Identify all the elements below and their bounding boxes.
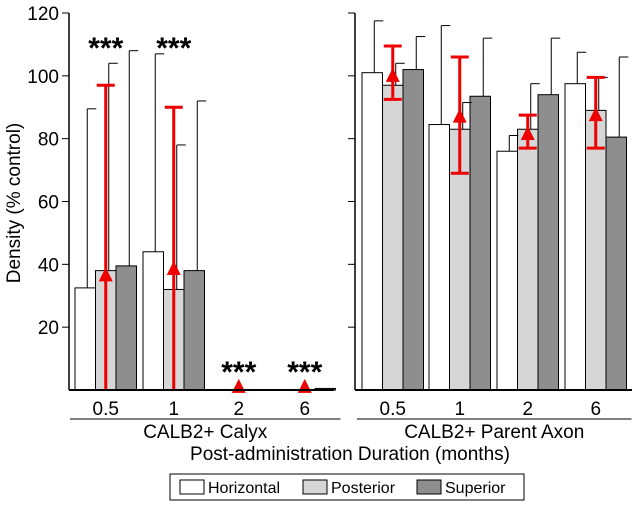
bar-calb2-parent-axon-1-superior [469,95,491,391]
bar-calb2-parent-axon-0.5-superior [402,69,424,391]
mean-triangle [452,108,467,123]
legend: Horizontal Posterior Superior [169,473,525,501]
significance-layer: *** *** *** *** [88,32,322,389]
bar-calb2-calyx-1-superior [183,270,205,391]
y-tick-label: 100 [27,67,59,88]
legend-box [169,473,525,501]
legend-swatch-posterior [302,479,328,495]
mean-triangle [166,261,181,276]
bar-calb2-parent-axon-0.5-posterior [382,84,404,391]
legend-swatch-superior [416,479,442,495]
y-tick-label: 80 [38,130,59,151]
y-tick-label: 40 [38,255,59,276]
bar-calb2-calyx-0.5-horizontal [74,287,96,391]
x-tick-label: 1 [454,399,465,420]
legend-label-posterior: Posterior [331,480,396,497]
x-tick-label: 6 [590,399,601,420]
mean-triangle [588,107,603,122]
error-bars-layer [86,20,629,290]
x-tick-label: 2 [233,399,244,420]
bar-calb2-parent-axon-1-horizontal [428,124,450,391]
bar-calb2-parent-axon-0.5-horizontal [361,72,383,391]
bar-calb2-calyx-1-horizontal [142,251,164,391]
bar-calb2-parent-axon-6-horizontal [564,83,586,391]
x-tick-label: 6 [299,399,310,420]
x-tick-label: 1 [168,399,179,420]
legend-label-superior: Superior [445,480,506,497]
bar-calb2-parent-axon-6-posterior [585,109,607,391]
y-tick-label: 20 [38,318,59,339]
mean-triangle [520,125,535,140]
bars-layer [74,69,627,391]
y-axis-title: Density (% control) [4,123,25,284]
bar-calb2-parent-axon-2-posterior [517,128,539,391]
mean-triangle [98,267,113,282]
x-tick-label: 2 [522,399,533,420]
bar-calb2-parent-axon-2-superior [537,94,559,391]
x-axis-title: Post-administration Duration (months) [190,444,510,465]
group-label: CALB2+ Parent Axon [404,422,584,443]
bar-calb2-parent-axon-2-horizontal [496,150,518,391]
bar-calb2-parent-axon-6-superior [605,136,627,391]
bar-calb2-calyx-0.5-superior [115,265,137,391]
y-tick-label: 120 [27,4,59,25]
legend-label-horizontal: Horizontal [208,480,280,497]
x-tick-label: 0.5 [380,399,406,420]
legend-swatch-horizontal [179,479,205,495]
significance-stars: *** [287,356,322,389]
mean-triangles-layer [96,44,605,393]
x-tick-label: 0.5 [93,399,119,420]
x-axis: 0.5 1 2 6 CALB2+ Calyx 0.5 1 2 6 CALB2+ Parent Ax… [70,399,632,443]
significance-stars: *** [221,356,256,389]
y-tick-label: 60 [38,193,59,214]
significance-stars: *** [88,32,123,65]
significance-stars: *** [156,32,191,65]
y-axis: 20 40 60 80 100 120 [27,4,632,391]
group-label: CALB2+ Calyx [143,422,268,443]
mean-triangle [385,67,400,82]
